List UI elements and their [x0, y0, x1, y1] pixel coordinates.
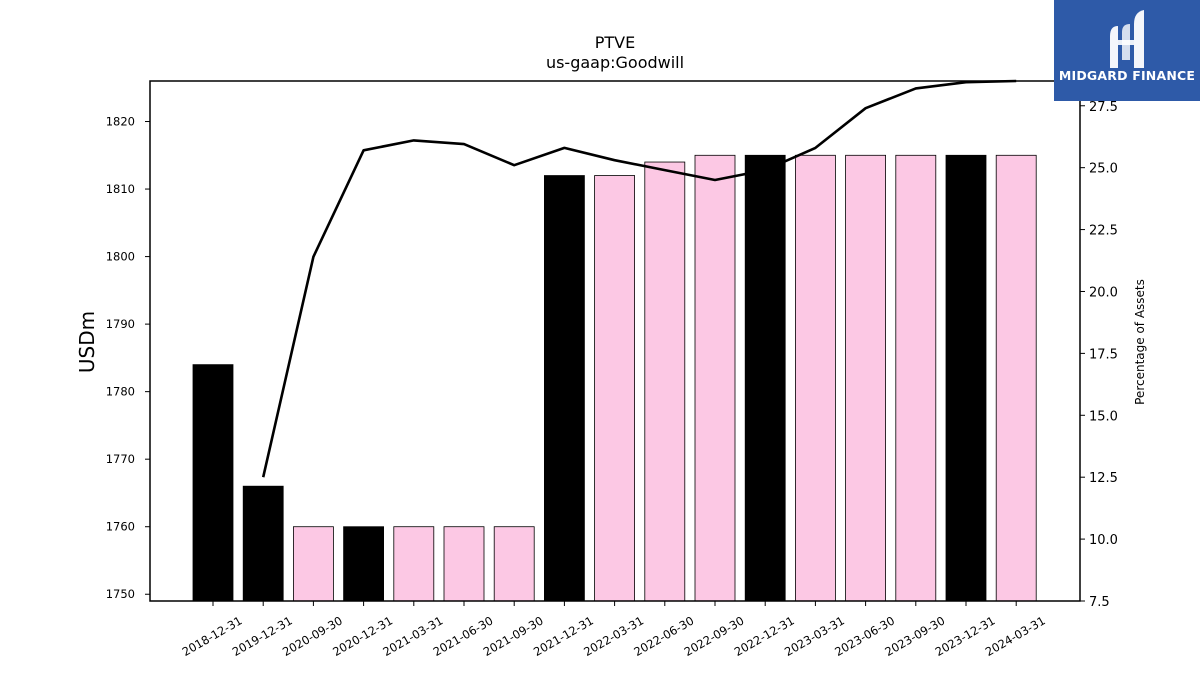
y2-tick-label: 15.0	[1089, 409, 1118, 424]
y-tick-label: 1820	[106, 115, 135, 129]
y2-tick-label: 17.5	[1089, 347, 1118, 362]
bar-2021-03-31	[393, 526, 435, 602]
bar-2023-03-31	[795, 154, 836, 602]
bar-2021-12-31	[544, 175, 585, 602]
bar-2021-09-30	[493, 526, 535, 602]
y2-tick-label: 27.5	[1089, 100, 1118, 115]
y2-tick-label: 20.0	[1089, 285, 1118, 300]
y-tick-label: 1770	[106, 452, 135, 466]
logo-mark-icon	[1110, 10, 1144, 68]
bar-2020-09-30	[292, 526, 334, 602]
y2-tick-label: 10.0	[1089, 533, 1118, 548]
bar-2022-03-31	[594, 175, 635, 602]
percentage-line	[261, 79, 1017, 478]
bars-group	[192, 154, 1037, 602]
brand-logo: MIDGARD FINANCE	[1054, 0, 1200, 101]
bar-2021-06-30	[443, 526, 485, 602]
y-axis-label-left: USDm	[75, 311, 99, 373]
y-tick-label: 1800	[106, 250, 135, 264]
bar-2018-12-31	[192, 364, 234, 602]
y-axis-left: 1750 1760 1770 1780 1790 1800 1810 1820	[106, 115, 150, 601]
y-tick-label: 1760	[106, 520, 135, 534]
logo-text: MIDGARD FINANCE	[1058, 68, 1196, 83]
bar-2023-09-30	[895, 154, 937, 602]
y-tick-label: 1790	[106, 317, 135, 331]
y2-tick-label: 25.0	[1089, 162, 1118, 177]
bar-2024-03-31	[995, 154, 1037, 602]
bar-2023-12-31	[945, 154, 987, 602]
bar-2022-12-31	[744, 154, 786, 602]
chart-subtitle: us-gaap:Goodwill	[546, 53, 684, 72]
y2-tick-label: 7.5	[1089, 595, 1110, 610]
y2-tick-label: 12.5	[1089, 471, 1118, 486]
bar-2020-12-31	[343, 526, 385, 602]
line-group	[261, 79, 1017, 478]
bar-2022-09-30	[694, 154, 736, 602]
y-axis-right: 7.5 10.0 12.5 15.0 17.5 20.0 22.5 25.0 27.5	[1080, 100, 1118, 610]
y2-tick-label: 22.5	[1089, 224, 1118, 239]
bar-2022-06-30	[644, 161, 686, 602]
chart-title: PTVE	[595, 33, 635, 52]
bar-2019-12-31	[242, 485, 284, 602]
y-tick-label: 1810	[106, 182, 135, 196]
y-tick-label: 1780	[106, 385, 135, 399]
y-axis-label-right: Percentage of Assets	[1133, 279, 1147, 405]
y-tick-label: 1750	[106, 587, 135, 601]
bar-2023-06-30	[845, 154, 886, 602]
x-axis: 2018-12-312019-12-312020-09-302020-12-31…	[180, 601, 1048, 659]
